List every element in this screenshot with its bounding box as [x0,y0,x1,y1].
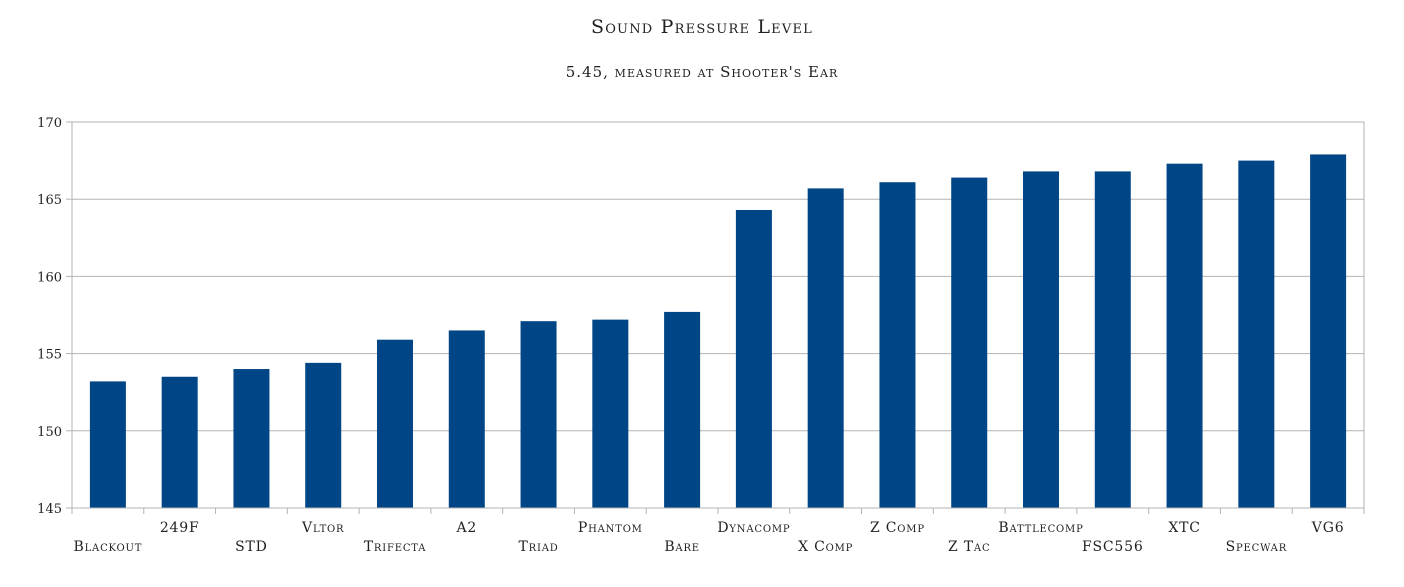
x-tick-label: Dynacomp [717,520,790,536]
bar-z-tac [951,177,988,509]
bar-fsc556 [1094,171,1131,508]
x-tick-label: VG6 [1311,520,1345,536]
x-tick-label: Z Comp [870,520,925,536]
bar-triad [520,321,557,508]
y-tick-label: 150 [37,425,62,440]
x-tick-label: STD [235,539,268,555]
x-tick-label: A2 [455,520,477,536]
x-tick-label: Blackout [74,539,143,555]
x-tick-label: Bare [664,539,700,555]
y-tick-label: 165 [37,193,62,208]
bar-x-comp [807,188,844,508]
bar-xtc [1166,163,1203,509]
bar-bare [664,311,701,508]
x-tick-label: Z Tac [948,539,990,555]
y-tick-label: 170 [37,116,62,131]
bar-specwar [1238,160,1275,508]
x-tick-label: Specwar [1226,539,1287,555]
chart-title: Sound Pressure Level [590,16,813,38]
bar-series [89,154,1347,509]
y-axis-ticks: 145 150 155 160 165 170 [37,116,72,517]
x-tick-label: FSC556 [1082,539,1144,555]
bar-vltor [305,362,342,508]
bar-blackout [89,381,126,508]
x-tick-label: Battlecomp [998,520,1083,536]
bar-phantom [592,319,629,508]
x-tick-label: Trifecta [364,539,426,555]
y-tick-label: 145 [37,502,62,517]
bar-a2 [448,330,485,508]
y-tick-label: 160 [37,270,62,285]
bar-trifecta [377,339,413,508]
bar-dynacomp [735,210,772,508]
bar-z-comp [879,182,916,508]
bar-battlecomp [1023,171,1059,508]
x-tick-label: 249F [160,520,200,536]
bar-249f [161,376,198,508]
x-tick-label: Vltor [301,520,344,536]
x-axis-ticks: Blackout 249F STD Vltor Trifecta A2 Triad Phant… [71,508,1365,555]
chart-subtitle: 5.45, measured at Shooter's Ear [565,63,839,81]
bar-std [233,369,270,508]
bar-vg6 [1310,154,1347,508]
x-tick-label: X Comp [798,539,853,555]
y-tick-label: 155 [37,348,62,363]
x-tick-label: XTC [1168,520,1200,536]
x-tick-label: Phantom [578,520,643,536]
x-tick-label: Triad [519,539,559,555]
